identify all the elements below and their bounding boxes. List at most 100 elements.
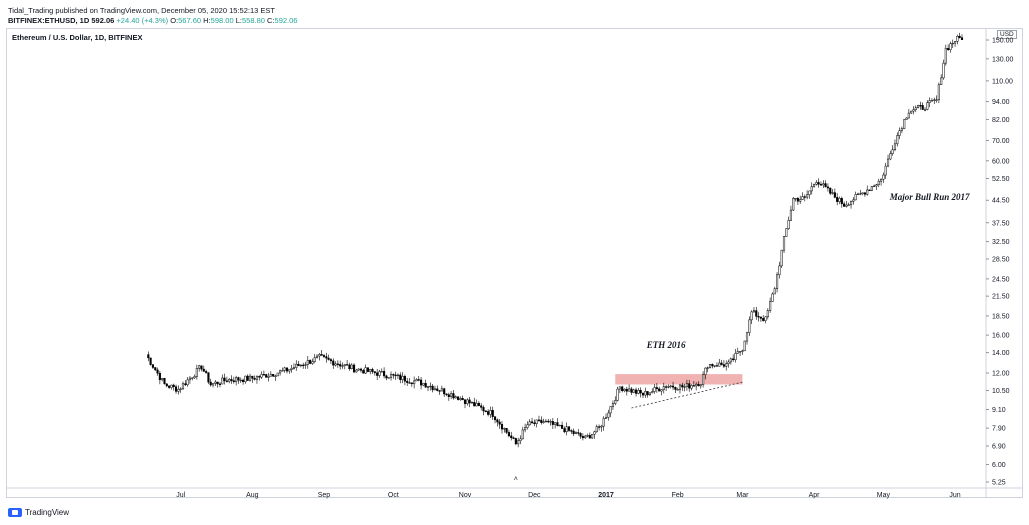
candle-body: [239, 379, 242, 382]
candle-body: [611, 403, 615, 407]
candle-body: [618, 386, 621, 390]
candle-body: [348, 364, 351, 369]
candle-body: [359, 368, 363, 371]
candle-body: [949, 43, 952, 50]
candle-body: [447, 394, 450, 397]
chart-frame[interactable]: [6, 28, 1023, 498]
candle-body: [491, 410, 494, 417]
candle-body: [806, 194, 809, 198]
candle-body: [147, 354, 150, 359]
candle-body: [727, 361, 730, 364]
candle-body: [371, 369, 374, 372]
candle-body: [253, 378, 256, 380]
candle-body: [373, 371, 376, 374]
candle-body: [785, 228, 788, 237]
candle-body: [537, 419, 541, 421]
candle-body: [769, 301, 772, 311]
candle-body: [875, 184, 878, 187]
candle-body: [149, 357, 152, 365]
candle-body: [306, 360, 309, 365]
y-tick-label: 70.00: [992, 138, 1010, 145]
low-label: L:: [235, 16, 242, 25]
x-tick-label: Mar: [736, 492, 749, 499]
candle-body: [346, 364, 349, 366]
candle-body: [510, 435, 513, 439]
candle-body: [415, 379, 418, 382]
candle-body: [279, 370, 282, 374]
candle-body: [699, 384, 702, 387]
candle-body: [232, 380, 235, 382]
candle-body: [565, 426, 568, 433]
candle-body: [637, 390, 640, 394]
candle-body: [593, 431, 596, 435]
candle-body: [648, 392, 651, 396]
candle-body: [628, 388, 631, 392]
candle-body: [831, 192, 834, 194]
candle-body: [702, 374, 705, 385]
y-tick-label: 10.50: [992, 388, 1010, 395]
x-tick-label: Aug: [246, 492, 259, 499]
candle-body: [586, 435, 589, 437]
candle-body: [799, 199, 802, 202]
candle-body: [463, 399, 467, 404]
candle-body: [265, 374, 268, 378]
candle-body: [179, 388, 182, 390]
candle-body: [163, 378, 166, 385]
candle-body: [221, 377, 224, 385]
candle-body: [778, 265, 781, 276]
candle-body: [223, 377, 226, 382]
candle-body: [923, 109, 927, 111]
y-tick-label: 7.90: [992, 426, 1006, 433]
candle-body: [184, 383, 187, 386]
candle-body: [235, 377, 238, 382]
candle-body: [475, 402, 478, 407]
candle-body: [283, 367, 286, 371]
candle-body: [729, 358, 732, 363]
candle-body: [364, 367, 367, 374]
candle-body: [942, 62, 945, 79]
price-change: +24.40 (+4.3%): [116, 16, 169, 25]
candle-body: [933, 99, 936, 101]
candle-body: [713, 365, 716, 367]
candle-body: [861, 192, 864, 194]
candle-body: [685, 383, 688, 387]
candle-body: [859, 193, 862, 195]
candle-body: [896, 135, 899, 145]
candle-body: [410, 382, 413, 385]
candle-body: [487, 411, 490, 415]
candle-body: [824, 183, 827, 188]
candle-body: [838, 198, 841, 202]
candle-body: [327, 357, 330, 360]
y-tick-label: 60.00: [992, 158, 1010, 165]
candle-body: [674, 387, 677, 390]
candle-body: [168, 385, 171, 388]
candle-body: [406, 380, 409, 383]
candle-body: [722, 364, 725, 367]
candle-body: [856, 193, 860, 195]
candle-body: [561, 424, 564, 429]
candle-body: [304, 364, 307, 366]
candle-body: [290, 367, 293, 370]
candle-body: [272, 374, 275, 377]
chart-header: Tidal_Trading published on TradingView.c…: [8, 6, 297, 26]
candle-body: [732, 358, 735, 361]
candle-body: [422, 383, 425, 386]
candle-body: [581, 436, 584, 439]
close-value: 592.06: [274, 16, 298, 25]
candle-body: [209, 381, 212, 386]
candle-body: [715, 365, 719, 367]
candle-body: [734, 353, 737, 361]
candle-body: [921, 105, 924, 110]
candle-body: [947, 48, 950, 50]
candle-body: [181, 383, 185, 390]
candle-body: [195, 368, 198, 377]
candle-body: [489, 410, 492, 415]
currency-label[interactable]: USD: [997, 30, 1017, 39]
y-tick-label: 18.50: [992, 313, 1010, 320]
candle-body: [794, 198, 797, 200]
support-trendline: [631, 381, 743, 409]
candle-body: [819, 184, 823, 186]
candle-body: [396, 374, 400, 377]
candle-body: [470, 401, 473, 404]
